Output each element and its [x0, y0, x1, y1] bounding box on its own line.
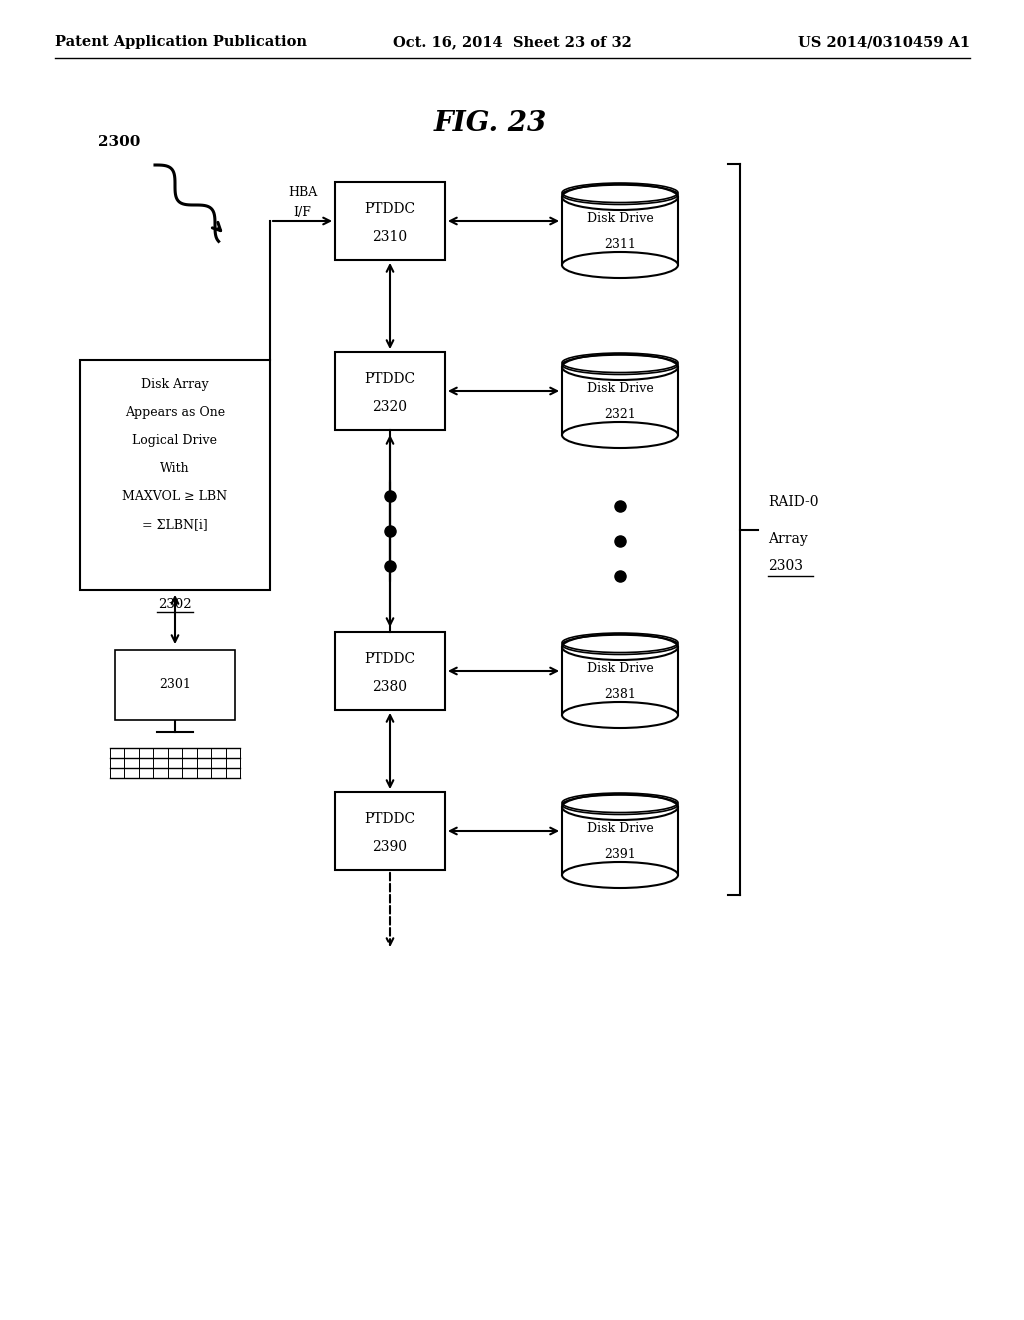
- Bar: [80, 360, 270, 590]
- Ellipse shape: [562, 183, 678, 210]
- Bar: [335, 352, 445, 430]
- Bar: [562, 367, 678, 436]
- Ellipse shape: [562, 422, 678, 447]
- Ellipse shape: [562, 634, 678, 660]
- Bar: [562, 647, 678, 715]
- Text: 2301: 2301: [159, 678, 190, 692]
- Text: PTDDC: PTDDC: [365, 812, 416, 826]
- Text: 2311: 2311: [604, 238, 636, 251]
- Text: PTDDC: PTDDC: [365, 202, 416, 216]
- Text: 2390: 2390: [373, 840, 408, 854]
- Text: MAXVOL ≥ LBN: MAXVOL ≥ LBN: [123, 490, 227, 503]
- Text: Patent Application Publication: Patent Application Publication: [55, 36, 307, 49]
- Bar: [335, 182, 445, 260]
- Ellipse shape: [562, 702, 678, 729]
- Text: Logical Drive: Logical Drive: [132, 434, 217, 447]
- Bar: [335, 632, 445, 710]
- Ellipse shape: [562, 795, 678, 820]
- Text: 2381: 2381: [604, 688, 636, 701]
- Text: I/F: I/F: [294, 206, 311, 219]
- Text: Disk Drive: Disk Drive: [587, 383, 653, 395]
- Text: 2380: 2380: [373, 680, 408, 693]
- Text: 2300: 2300: [97, 135, 140, 149]
- Text: Disk Drive: Disk Drive: [587, 663, 653, 676]
- Text: 2391: 2391: [604, 849, 636, 861]
- Bar: [562, 197, 678, 265]
- Text: Disk Drive: Disk Drive: [587, 213, 653, 226]
- Text: Appears as One: Appears as One: [125, 407, 225, 418]
- Bar: [115, 649, 234, 719]
- Text: = ΣLBN[i]: = ΣLBN[i]: [142, 517, 208, 531]
- Text: PTDDC: PTDDC: [365, 372, 416, 387]
- Text: US 2014/0310459 A1: US 2014/0310459 A1: [798, 36, 970, 49]
- Text: 2320: 2320: [373, 400, 408, 413]
- Bar: [562, 807, 678, 875]
- Text: Array: Array: [768, 532, 808, 545]
- Text: With: With: [160, 462, 189, 475]
- Bar: [335, 792, 445, 870]
- Text: 2310: 2310: [373, 230, 408, 244]
- Text: RAID-0: RAID-0: [768, 495, 818, 510]
- Text: PTDDC: PTDDC: [365, 652, 416, 667]
- Text: HBA: HBA: [288, 186, 317, 199]
- Text: Oct. 16, 2014  Sheet 23 of 32: Oct. 16, 2014 Sheet 23 of 32: [392, 36, 632, 49]
- Text: 2303: 2303: [768, 560, 803, 573]
- Ellipse shape: [562, 354, 678, 380]
- Text: 2302: 2302: [158, 598, 191, 611]
- Text: 2321: 2321: [604, 408, 636, 421]
- Ellipse shape: [562, 862, 678, 888]
- Text: Disk Array: Disk Array: [141, 378, 209, 391]
- Text: FIG. 23: FIG. 23: [433, 110, 547, 137]
- Text: Disk Drive: Disk Drive: [587, 822, 653, 836]
- Ellipse shape: [562, 252, 678, 279]
